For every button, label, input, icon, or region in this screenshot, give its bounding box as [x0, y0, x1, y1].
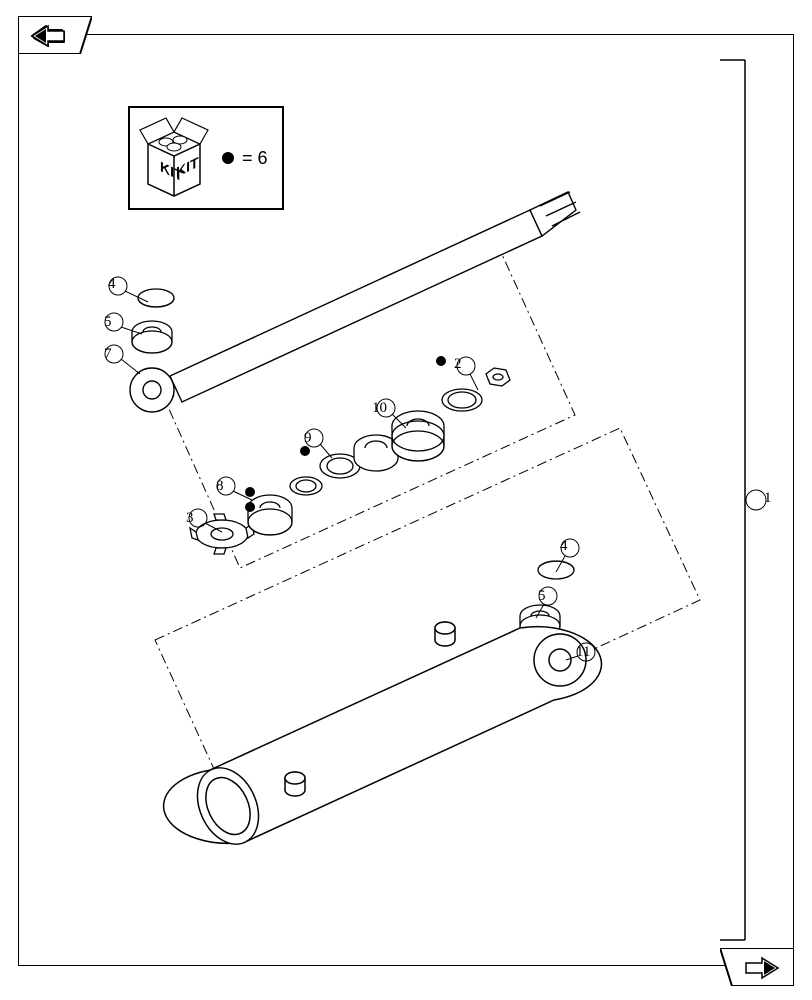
- kit-marker-dot: [245, 487, 255, 497]
- callout-10: 10: [372, 400, 387, 417]
- callout-5a: 5: [104, 314, 112, 331]
- callout-2: 2: [454, 356, 462, 373]
- callout-4b: 4: [560, 538, 568, 555]
- kit-marker-dot: [300, 446, 310, 456]
- kit-legend-equals: = 6: [242, 148, 268, 169]
- callout-7: 7: [104, 346, 112, 363]
- kit-marker-dot: [436, 356, 446, 366]
- page-root: KIT KIT = 6: [0, 0, 812, 1000]
- callout-11: 11: [576, 644, 590, 661]
- callout-3: 3: [186, 510, 194, 527]
- callout-8: 8: [216, 478, 224, 495]
- callout-4a: 4: [108, 276, 116, 293]
- kit-cube-icon: KIT KIT: [138, 114, 210, 200]
- kit-legend-dot-icon: [222, 152, 234, 164]
- callout-9: 9: [304, 430, 312, 447]
- callout-5b: 5: [538, 588, 546, 605]
- callout-1: 1: [764, 490, 772, 507]
- nav-prev-tab[interactable]: [18, 16, 92, 54]
- nav-next-tab[interactable]: [720, 948, 794, 986]
- kit-marker-dot: [245, 502, 255, 512]
